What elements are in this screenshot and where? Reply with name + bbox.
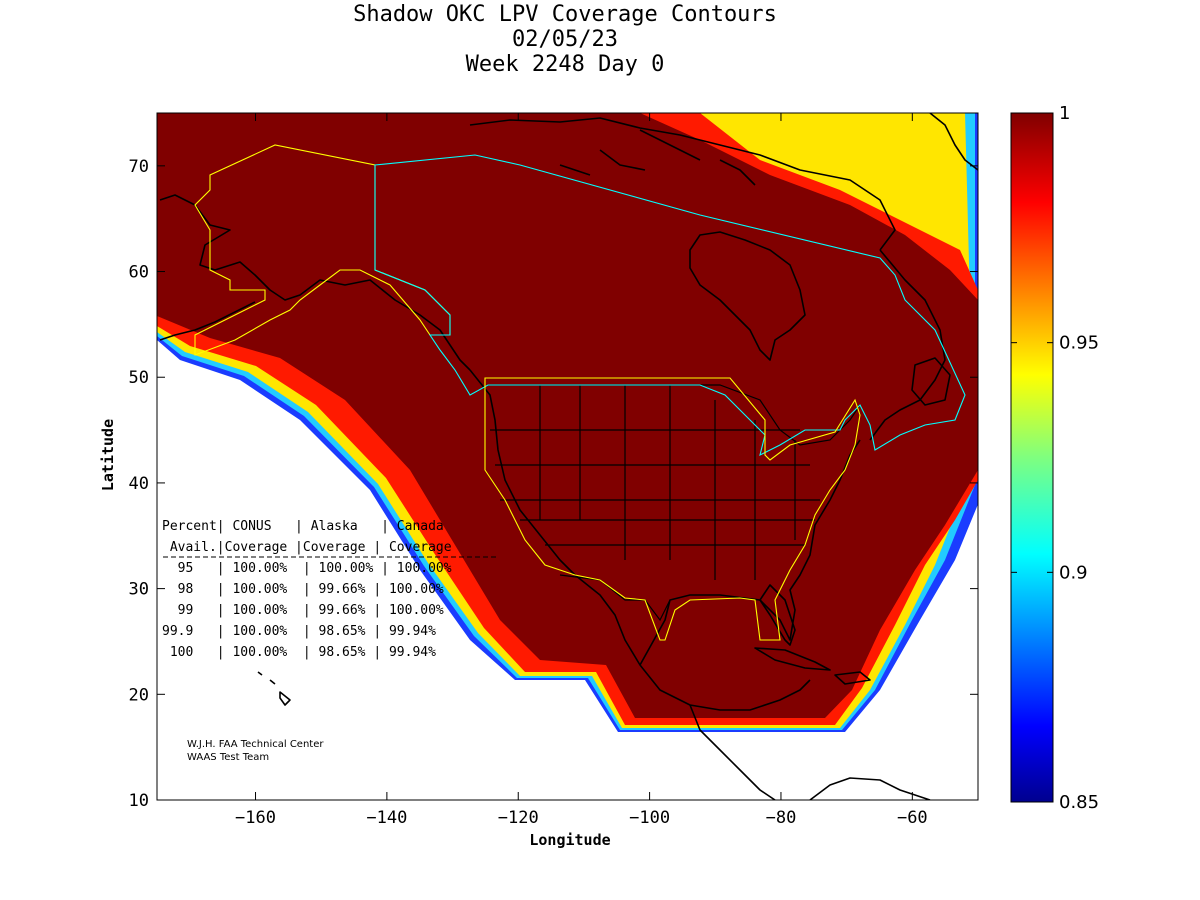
colorbar-tick-label: 0.85	[1059, 792, 1099, 813]
y-tick-label: 40	[129, 474, 149, 494]
florida	[759, 584, 796, 646]
map-area	[157, 113, 978, 800]
us-canada-border	[488, 384, 861, 446]
x-tick-label: −120	[498, 808, 539, 828]
gulf-coast	[639, 439, 861, 666]
colorbar-tick-label: 0.95	[1059, 333, 1099, 354]
canada-arctic-coast	[469, 117, 896, 251]
y-tick-label: 20	[129, 685, 149, 705]
colorbar: 1 0.95 0.9 0.85	[1010, 103, 1099, 813]
coverage-contours	[157, 113, 978, 732]
canada-region-outline	[374, 154, 966, 457]
table-row: 99.9 | 100.00% | 98.65% | 99.94%	[162, 624, 436, 639]
table-header-1: Percent| CONUS | Alaska | Canada	[162, 519, 444, 534]
hawaii-islands	[257, 671, 291, 706]
y-axis-ticks: 10 20 30 40 50 60 70	[129, 157, 978, 811]
x-axis-label: Longitude	[529, 831, 610, 849]
alaska-coast	[159, 194, 471, 371]
y-tick-label: 70	[129, 157, 149, 177]
x-tick-label: −140	[366, 808, 407, 828]
pacific-coast	[469, 369, 811, 711]
chart-week: Week 2248 Day 0	[466, 52, 665, 77]
coastlines	[159, 113, 978, 800]
table-row: 99 | 100.00% | 99.66% | 100.00%	[162, 603, 444, 618]
x-tick-label: −60	[897, 808, 928, 828]
x-axis-ticks: −160 −140 −120 −100 −80 −60	[235, 113, 928, 828]
region-outlines	[194, 144, 966, 641]
y-tick-label: 30	[129, 580, 149, 600]
colorbar-ticks: 1 0.95 0.9 0.85	[1011, 103, 1099, 813]
hispaniola	[834, 671, 871, 685]
y-tick-label: 10	[129, 791, 149, 811]
y-axis-label: Latitude	[99, 419, 117, 491]
aleutian-chain	[159, 301, 256, 341]
arctic-islands	[559, 129, 756, 186]
central-america	[689, 704, 776, 800]
cuba	[754, 647, 831, 671]
colorbar-tick-label: 0.9	[1059, 562, 1088, 583]
coverage-table: Percent| CONUS | Alaska | Canada Avail.|…	[162, 519, 498, 660]
y-tick-label: 50	[129, 368, 149, 388]
credit-line-1: W.J.H. FAA Technical Center	[187, 739, 324, 750]
greenland-fragment	[929, 113, 978, 171]
chart-date: 02/05/23	[512, 27, 618, 52]
colorbar-gradient	[1010, 112, 1054, 803]
table-row: 95 | 100.00% | 100.00% | 100.00%	[162, 561, 452, 576]
plot-frame	[156, 112, 979, 801]
conus-region-outline	[484, 377, 861, 641]
table-row: 100 | 100.00% | 98.65% | 99.94%	[162, 645, 436, 660]
contour-core	[157, 113, 960, 710]
labrador-coast	[869, 249, 946, 441]
credit-line-2: WAAS Test Team	[187, 752, 269, 763]
chart-title: Shadow OKC LPV Coverage Contours	[353, 2, 777, 27]
colorbar-tick-label: 1	[1059, 103, 1070, 124]
x-tick-label: −160	[235, 808, 276, 828]
hudson-bay	[689, 231, 806, 361]
table-header-2: Avail.|Coverage |Coverage | Coverage	[162, 540, 452, 555]
y-tick-label: 60	[129, 263, 149, 283]
south-america	[809, 777, 931, 800]
x-tick-label: −100	[629, 808, 670, 828]
x-tick-label: −80	[766, 808, 797, 828]
newfoundland	[911, 357, 951, 406]
table-row: 98 | 100.00% | 99.66% | 100.00%	[162, 582, 444, 597]
